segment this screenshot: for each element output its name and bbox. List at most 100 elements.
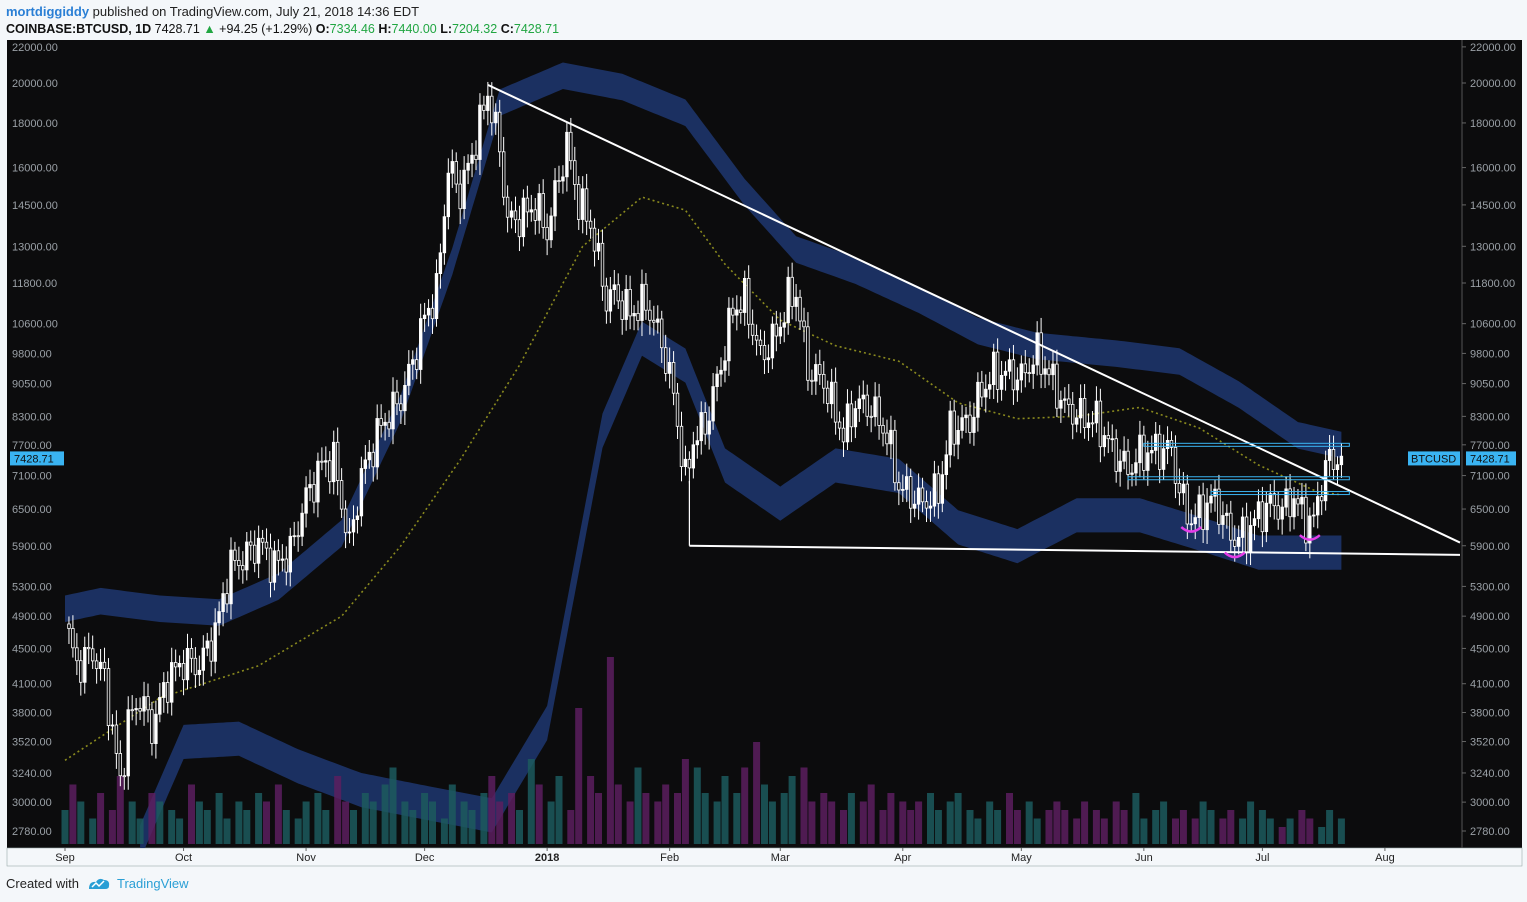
candle-body <box>1268 493 1272 504</box>
candle-body <box>165 682 170 703</box>
volume-bar <box>1061 810 1069 844</box>
candle-body <box>766 357 771 361</box>
candle-body <box>494 111 498 124</box>
candle-body <box>557 180 561 183</box>
candle-body <box>873 396 877 418</box>
candle-body <box>893 429 897 484</box>
y-tick-label-right: 5900.00 <box>1470 541 1510 553</box>
candle-body <box>1276 505 1280 520</box>
candle-body <box>1051 363 1055 376</box>
candle-body <box>1205 502 1209 531</box>
volume-bar <box>927 793 934 844</box>
volume-bar <box>768 801 776 844</box>
y-tick-label-left: 14500.00 <box>12 200 58 212</box>
high-value: 7440.00 <box>391 22 437 36</box>
y-tick-label-right: 4900.00 <box>1470 611 1510 623</box>
candle-body <box>525 197 530 213</box>
candle-body <box>620 300 624 320</box>
candle-body <box>245 541 249 571</box>
y-tick-label-right: 3800.00 <box>1470 708 1510 720</box>
candle-body <box>1063 398 1067 401</box>
candle-body <box>1067 398 1071 405</box>
volume-bar <box>1025 801 1033 844</box>
volume-bar <box>887 793 895 844</box>
candle-body <box>1138 434 1142 464</box>
candle-body <box>1039 332 1043 375</box>
candle-body <box>830 381 834 405</box>
author-name[interactable]: mortdiggiddy <box>6 4 90 19</box>
volume-bar <box>409 810 417 844</box>
candle-body <box>774 323 778 337</box>
candle-body <box>446 172 450 218</box>
volume-bar <box>322 810 330 844</box>
volume-bar <box>1172 818 1179 844</box>
candle-body <box>189 648 194 659</box>
x-tick-label: Feb <box>660 852 679 864</box>
volume-bar <box>721 776 729 844</box>
low-arc-marker <box>1180 526 1203 533</box>
volume-bar <box>780 793 788 844</box>
candle-body <box>695 440 699 446</box>
candle-body <box>181 663 186 681</box>
volume-bar <box>448 784 456 844</box>
tradingview-link[interactable]: TradingView <box>116 876 189 891</box>
candle-body <box>280 558 285 561</box>
candle-body <box>209 640 213 662</box>
volume-bar <box>899 801 907 844</box>
volume-bar <box>1053 801 1061 844</box>
volume-bar <box>274 784 282 844</box>
volume-bar <box>516 810 523 844</box>
candle-body <box>1225 512 1229 516</box>
y-tick-label-right: 10600.00 <box>1470 319 1516 331</box>
candle-body <box>1015 379 1020 391</box>
candle-body <box>1007 359 1012 372</box>
trendline-descending <box>487 83 1461 544</box>
candle-body <box>272 550 277 583</box>
low-value: 7204.32 <box>452 22 498 36</box>
candle-body <box>964 414 968 419</box>
horizontal-level <box>1210 491 1350 496</box>
candle-body <box>798 296 802 322</box>
y-tick-label-left: 4900.00 <box>12 611 52 623</box>
low-label: L: <box>440 22 453 36</box>
candle-body <box>1150 449 1154 454</box>
candle-body <box>1075 417 1079 425</box>
candle-body <box>648 309 652 321</box>
candle-body <box>87 647 91 650</box>
y-tick-label-left: 7100.00 <box>12 471 52 483</box>
volume-bar <box>381 784 389 844</box>
volume-bar <box>156 801 164 844</box>
x-tick-label: Dec <box>415 852 435 864</box>
candle-body <box>248 541 253 546</box>
volume-bar <box>642 793 650 844</box>
candle-body <box>490 95 494 124</box>
volume-bar <box>1199 801 1207 844</box>
candle-body <box>284 558 288 573</box>
horizontal-level <box>1143 442 1350 447</box>
volume-bar <box>1258 810 1266 844</box>
y-tick-label-left: 7700.00 <box>12 440 52 452</box>
candle-body <box>260 537 265 543</box>
volume-bar <box>954 793 962 844</box>
volume-bar <box>176 818 184 844</box>
volume-bar <box>89 818 97 844</box>
candle-body <box>114 724 119 754</box>
candle-body <box>1292 498 1296 518</box>
candle-body <box>992 351 996 386</box>
candle-body <box>770 323 775 359</box>
candle-body <box>912 503 917 509</box>
candle-body <box>1165 439 1170 449</box>
volume-bar <box>761 784 768 844</box>
candle-body <box>1011 359 1016 391</box>
y-tick-label-right: 9800.00 <box>1470 348 1510 360</box>
candle-body <box>901 488 905 491</box>
candle-body <box>632 312 636 317</box>
volume-bar <box>1219 818 1227 844</box>
candle-body <box>486 95 490 111</box>
candle-body <box>573 160 577 185</box>
volume-bar <box>294 818 302 844</box>
candle-body <box>549 215 553 241</box>
candle-body <box>304 487 308 514</box>
candle-body <box>640 283 644 321</box>
